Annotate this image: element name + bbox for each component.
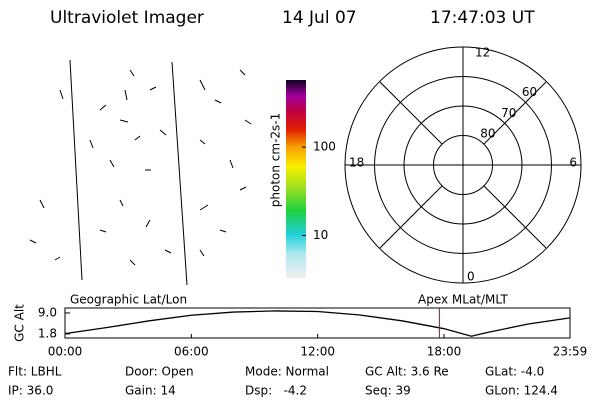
info-field: Door: Open [125,365,194,379]
info-field: GC Alt: 3.6 Re [365,365,449,379]
mlt-label: 6 [569,156,577,170]
info-field: Seq: 39 [365,384,411,398]
lat-ring-label: 60 [522,85,537,99]
y-axis-label: GC Alt [13,304,27,342]
info-field: Flt: LBHL [8,365,62,379]
info-field: Dsp: -4.2 [245,384,307,398]
mlt-label: 18 [349,156,364,170]
left-label: Geographic Lat/Lon [70,293,187,307]
polar-grid [344,46,582,284]
info-field: Gain: 14 [125,384,176,398]
lat-ring-label: 70 [501,106,516,120]
x-tick-label: 23:59 [553,345,588,359]
y-tick-label: 1.8 [38,326,57,340]
info-field: GLat: -4.0 [485,365,544,379]
x-tick-label: 00:00 [48,345,83,359]
x-tick-label: 18:00 [427,345,462,359]
colorbar-label: photon cm-2s-1 [269,113,283,208]
info-field: IP: 36.0 [8,384,53,398]
lat-ring [433,135,493,195]
colorbar-tick-label: 10 [313,228,328,242]
lat-ring-label: 80 [480,127,495,141]
date: 14 Jul 07 [282,8,357,28]
colorbar [286,80,306,278]
geographic-map [29,59,252,286]
lat-ring [403,105,523,225]
colorbar-tick-label: 100 [313,140,336,154]
lat-ring [374,76,552,254]
info-field: GLon: 124.4 [485,384,558,398]
y-tick-label: 9.0 [38,305,57,319]
altitude-plot-frame [64,307,571,339]
right-label: Apex MLat/MLT [418,293,508,307]
time: 17:47:03 UT [430,8,535,28]
x-tick-label: 06:00 [174,345,209,359]
x-tick-label: 12:00 [300,345,335,359]
mlt-label: 0 [467,270,475,284]
info-field: Mode: Normal [245,365,329,379]
mlt-label: 12 [475,46,490,60]
altitude-line [64,310,571,337]
title: Ultraviolet Imager [50,8,204,28]
